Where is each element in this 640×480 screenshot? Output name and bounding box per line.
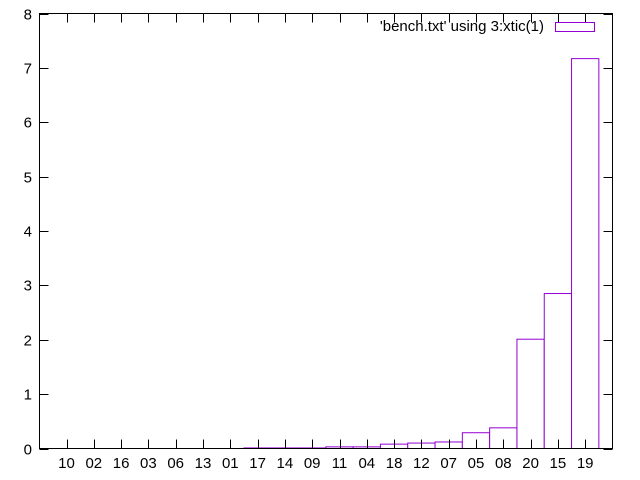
bar-20 [516, 338, 545, 449]
legend-label: 'bench.txt' using 3:xtic(1) [380, 18, 544, 35]
legend-swatch [555, 22, 595, 32]
x-tick-label: 06 [167, 455, 184, 472]
x-tick-label: 14 [277, 455, 294, 472]
y-tick-label: 8 [24, 7, 32, 24]
x-tick-label: 15 [550, 455, 567, 472]
y-tick-label: 0 [24, 442, 32, 459]
x-tick-label: 20 [522, 455, 539, 472]
x-tick-label: 08 [495, 455, 512, 472]
y-tick-label: 5 [24, 170, 32, 187]
y-tick-label: 6 [24, 115, 32, 132]
x-axis: 10 02 16 03 06 13 01 17 14 09 11 04 18 12 07 05 08 20 15 19 [58, 13, 594, 472]
y-tick-label: 7 [24, 61, 32, 78]
x-tick-label: 11 [332, 455, 348, 472]
y-axis: 0 1 2 3 4 5 6 7 8 [24, 7, 613, 459]
x-tick-label: 18 [386, 455, 403, 472]
bar-07 [434, 441, 463, 450]
bars-group [243, 58, 600, 450]
bar-15 [543, 293, 573, 449]
x-tick-label: 19 [577, 455, 594, 472]
legend: 'bench.txt' using 3:xtic(1) [380, 18, 595, 35]
x-tick-label: 05 [468, 455, 485, 472]
y-tick-label: 4 [24, 224, 32, 241]
x-tick-label: 04 [358, 455, 375, 472]
y-tick-label: 1 [24, 387, 32, 404]
x-tick-label: 09 [304, 455, 321, 472]
x-tick-label: 01 [222, 455, 239, 472]
y-tick-label: 3 [24, 278, 32, 295]
x-tick-label: 12 [413, 455, 430, 472]
x-tick-label: 10 [58, 455, 75, 472]
bar-19 [571, 58, 600, 449]
x-tick-label: 13 [195, 455, 212, 472]
x-tick-label: 07 [440, 455, 457, 472]
x-tick-label: 03 [140, 455, 157, 472]
x-tick-label: 16 [113, 455, 130, 472]
x-tick-label: 02 [85, 455, 102, 472]
x-tick-label: 17 [249, 455, 266, 472]
y-tick-label: 2 [24, 333, 32, 350]
